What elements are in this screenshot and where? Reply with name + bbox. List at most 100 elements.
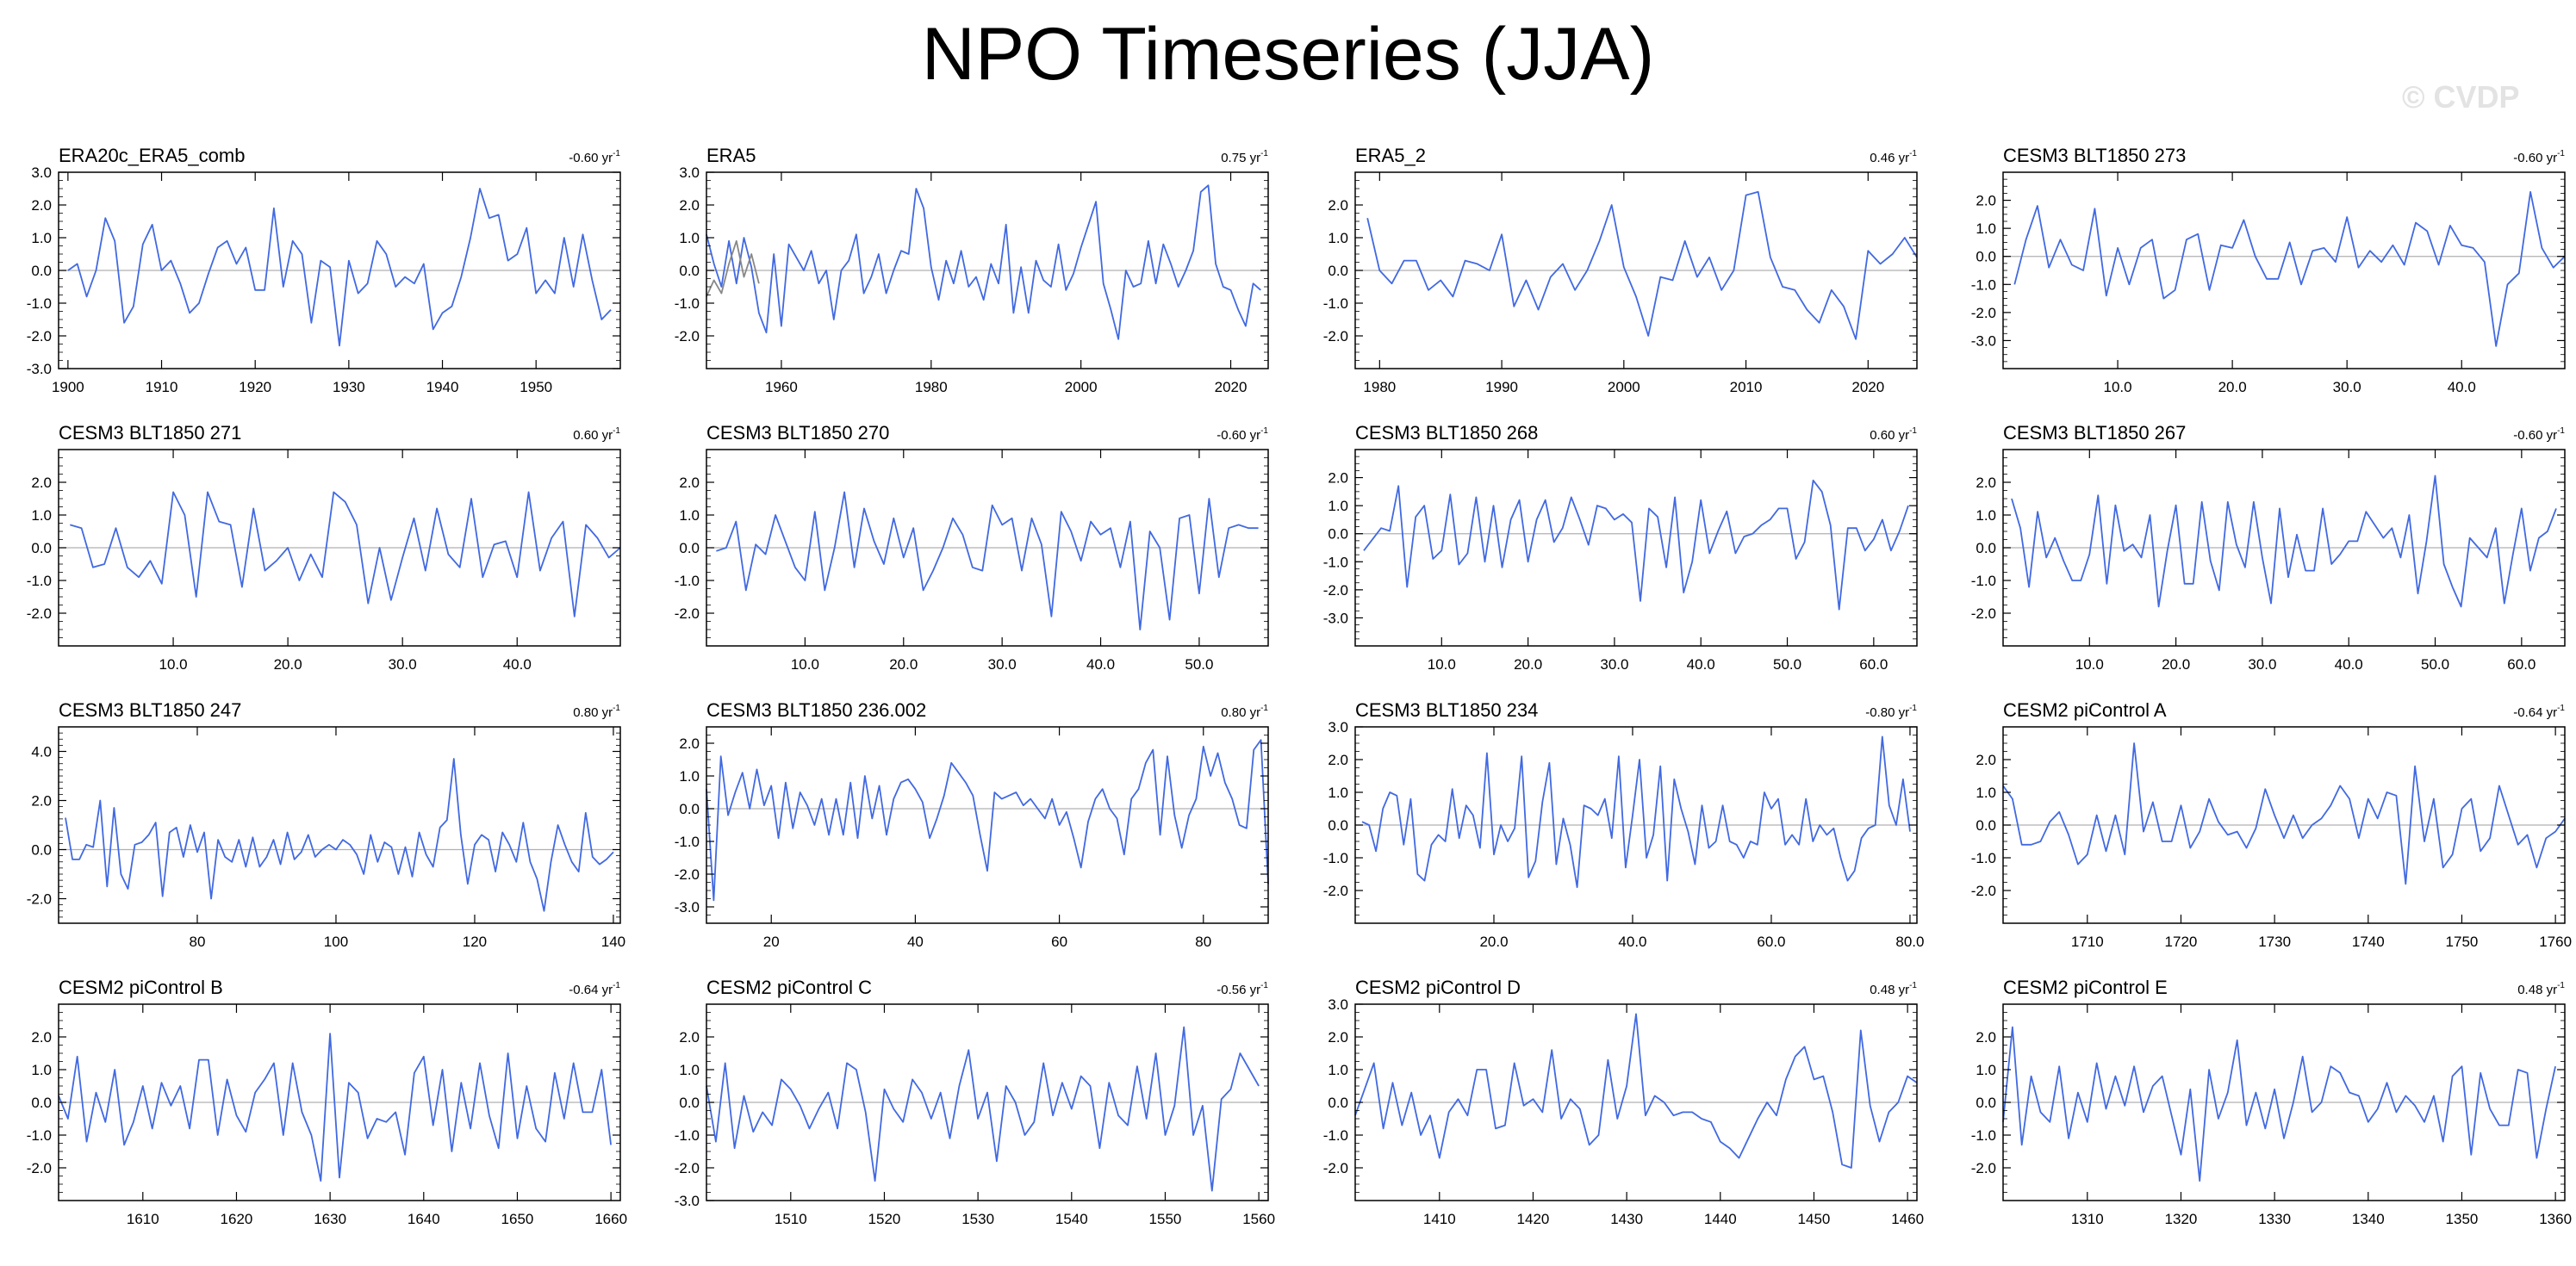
x-tick-label: 20.0 — [2162, 656, 2190, 673]
y-tick-label: 1.0 — [1328, 230, 1348, 246]
y-tick-label: -2.0 — [27, 1160, 52, 1176]
x-tick-label: 10.0 — [1428, 656, 1456, 673]
panel-8: CESM3 BLT1850 267 -0.60 yr-1 -2.0 -1.0 0.0 1.… — [1971, 422, 2566, 673]
panel-title: CESM3 BLT1850 273 — [2003, 145, 2186, 166]
y-tick-label: -2.0 — [675, 866, 700, 883]
x-tick-label: 1520 — [868, 1211, 901, 1227]
panel-title: CESM2 piControl A — [2003, 699, 2167, 721]
trend-exponent: -1 — [1909, 704, 1917, 713]
y-tick-label: 2.0 — [679, 475, 700, 491]
y-tick-label: 2.0 — [1328, 197, 1348, 214]
y-tick-label: 4.0 — [31, 744, 52, 760]
y-tick-label: 0.0 — [1976, 817, 1996, 834]
y-tick-label: -3.0 — [1971, 332, 1996, 349]
panel-7: CESM3 BLT1850 268 0.60 yr-1 -3.0 -2.0 -1.0 0.… — [1323, 422, 1918, 673]
panel-title: CESM3 BLT1850 268 — [1355, 422, 1538, 444]
x-tick-label: 1610 — [127, 1211, 159, 1227]
x-tick-label: 60 — [1051, 934, 1067, 950]
x-tick-label: 1920 — [239, 379, 271, 395]
panel-6: CESM3 BLT1850 270 -0.60 yr-1 -2.0 -1.0 0.0 1.… — [675, 422, 1269, 673]
x-tick-label: 140 — [601, 934, 625, 950]
x-tick-label: 30.0 — [2248, 656, 2276, 673]
panel-16: CESM2 piControl E 0.48 yr-1 -2.0 -1.0 0.0 1.0… — [1971, 977, 2572, 1227]
x-tick-label: 1420 — [1517, 1211, 1550, 1227]
x-tick-label: 20.0 — [1514, 656, 1542, 673]
panel-title: CESM3 BLT1850 271 — [59, 422, 241, 444]
panel-12: CESM2 piControl A -0.64 yr-1 -2.0 -1.0 0.0 1.… — [1971, 699, 2572, 950]
y-tick-label: -2.0 — [1971, 605, 1996, 622]
x-tick-label: 50.0 — [1773, 656, 1801, 673]
y-tick-label: -2.0 — [1323, 582, 1348, 599]
trend-value: 0.46 — [1870, 151, 1898, 165]
panel-title: CESM2 piControl B — [59, 977, 223, 998]
x-tick-label: 10.0 — [791, 656, 819, 673]
series-line — [67, 188, 612, 347]
trend-label: -0.60 yr-1 — [1216, 426, 1268, 443]
x-tick-label: 1710 — [2071, 934, 2104, 950]
x-tick-label: 10.0 — [2104, 379, 2132, 395]
trend-unit: yr — [1250, 705, 1261, 720]
x-tick-label: 1620 — [221, 1211, 253, 1227]
page-title: NPO Timeseries (JJA) — [921, 13, 1655, 96]
x-tick-label: 20.0 — [2218, 379, 2247, 395]
y-tick-label: 0.0 — [31, 540, 52, 556]
series-line — [2002, 1026, 2556, 1182]
y-tick-label: 1.0 — [1328, 785, 1348, 801]
y-tick-label: 0.0 — [679, 1095, 700, 1111]
x-tick-label: 1660 — [594, 1211, 627, 1227]
x-tick-label: 1960 — [765, 379, 798, 395]
x-tick-label: 1750 — [2446, 934, 2479, 950]
y-tick-label: -3.0 — [1323, 610, 1348, 626]
series-line — [1354, 1013, 1918, 1169]
y-tick-label: 1.0 — [1976, 507, 1996, 524]
plot-frame — [706, 726, 1269, 924]
y-tick-label: 0.0 — [31, 263, 52, 279]
y-tick-label: 3.0 — [1328, 996, 1348, 1013]
y-tick-label: 1.0 — [679, 768, 700, 785]
trend-unit: yr — [2547, 983, 2558, 997]
panel-title: CESM2 piControl D — [1355, 977, 1521, 998]
y-tick-label: 0.0 — [679, 263, 700, 279]
trend-unit: yr — [1899, 428, 1910, 443]
x-tick-label: 2000 — [1065, 379, 1098, 395]
y-tick-label: -2.0 — [675, 328, 700, 344]
x-tick-label: 1950 — [520, 379, 552, 395]
x-tick-label: 1980 — [1363, 379, 1396, 395]
trend-label: 0.48 yr-1 — [1870, 981, 1917, 997]
y-tick-label: 2.0 — [679, 1029, 700, 1046]
trend-exponent: -1 — [613, 149, 620, 158]
trend-label: -0.64 yr-1 — [569, 981, 620, 997]
x-tick-label: 1540 — [1055, 1211, 1088, 1227]
y-tick-label: 0.0 — [31, 1095, 52, 1111]
y-tick-label: 2.0 — [679, 197, 700, 214]
trend-exponent: -1 — [2557, 426, 2565, 436]
y-tick-label: 2.0 — [1976, 475, 1996, 491]
x-tick-label: 1320 — [2165, 1211, 2198, 1227]
x-tick-label: 20.0 — [889, 656, 918, 673]
trend-unit: yr — [1250, 151, 1261, 165]
y-tick-label: 0.0 — [1976, 1095, 1996, 1111]
x-tick-label: 1450 — [1798, 1211, 1831, 1227]
y-tick-label: 0.0 — [1976, 540, 1996, 556]
y-tick-label: 1.0 — [1976, 220, 1996, 237]
panel-14: CESM2 piControl C -0.56 yr-1 -3.0 -2.0 -1.0 0… — [675, 977, 1275, 1227]
y-tick-label: 2.0 — [31, 197, 52, 214]
trend-label: 0.60 yr-1 — [573, 426, 620, 443]
trend-label: -0.80 yr-1 — [1865, 704, 1917, 720]
y-tick-label: -1.0 — [1971, 850, 1996, 866]
trend-exponent: -1 — [613, 704, 620, 713]
y-tick-label: -2.0 — [675, 1160, 700, 1176]
trend-value: -0.64 — [2513, 705, 2546, 720]
series-line — [1363, 479, 1909, 611]
x-tick-label: 20 — [763, 934, 780, 950]
series-line — [706, 184, 1261, 340]
x-tick-label: 1550 — [1149, 1211, 1182, 1227]
x-tick-label: 1560 — [1242, 1211, 1275, 1227]
y-tick-label: 1.0 — [31, 507, 52, 524]
trend-value: 0.80 — [573, 705, 601, 720]
series-line — [58, 1033, 612, 1182]
y-tick-label: -2.0 — [27, 328, 52, 344]
y-tick-label: 2.0 — [31, 793, 52, 810]
x-tick-label: 80 — [1195, 934, 1211, 950]
panel-title: CESM3 BLT1850 234 — [1355, 699, 1538, 721]
